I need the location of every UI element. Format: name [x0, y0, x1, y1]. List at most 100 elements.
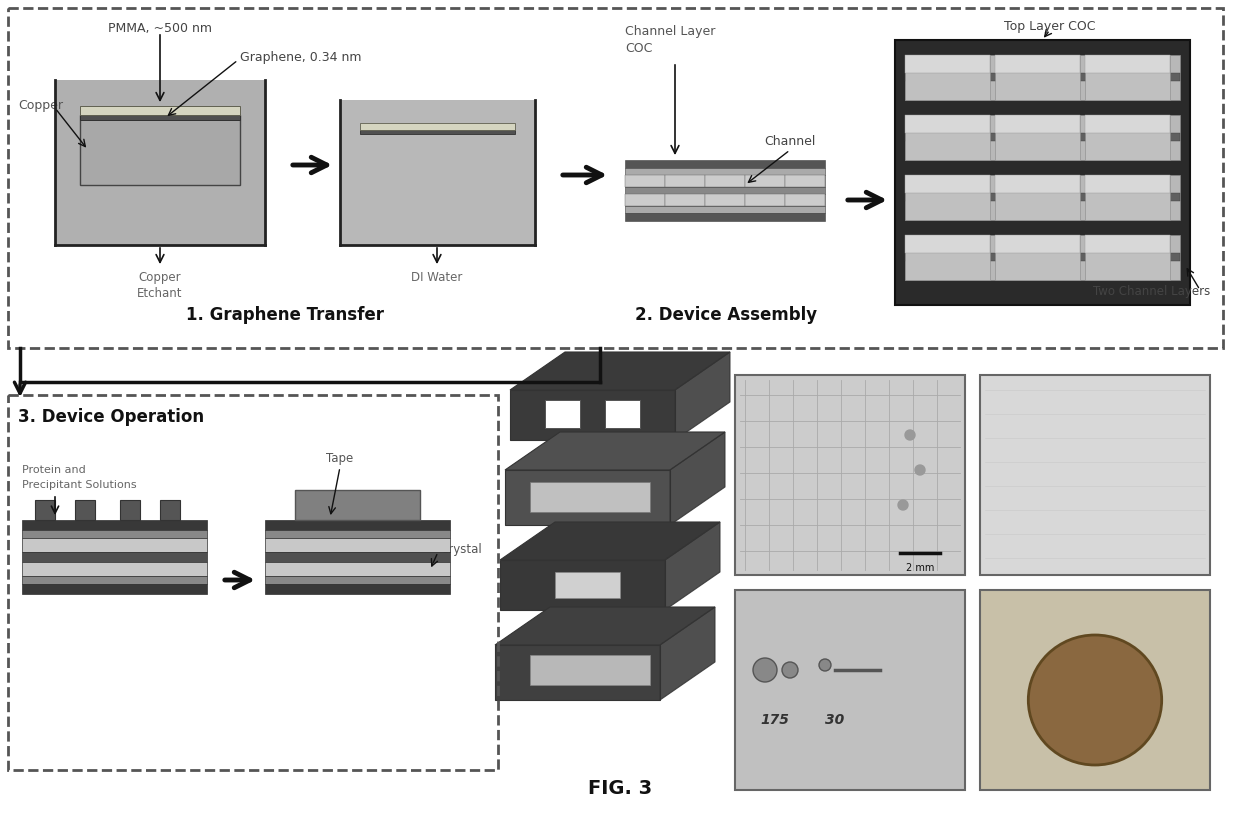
Polygon shape	[505, 470, 670, 525]
Bar	[785, 175, 825, 187]
Bar	[265, 520, 450, 530]
Bar	[81, 106, 241, 115]
Bar	[745, 194, 785, 206]
Bar	[905, 235, 990, 280]
Bar	[55, 80, 265, 245]
Bar	[735, 590, 965, 790]
Bar	[74, 500, 95, 520]
Bar	[994, 175, 1080, 193]
Bar	[905, 235, 1180, 280]
Bar	[1085, 55, 1171, 73]
Bar	[22, 584, 207, 594]
Polygon shape	[495, 607, 715, 645]
Bar	[625, 206, 825, 213]
Bar	[1085, 115, 1171, 133]
Polygon shape	[675, 352, 730, 440]
Bar	[360, 123, 515, 130]
Bar	[980, 375, 1210, 575]
Bar	[625, 168, 825, 175]
Bar	[625, 213, 825, 221]
Bar	[1085, 175, 1171, 220]
Bar	[22, 562, 207, 576]
Bar	[265, 584, 450, 594]
Polygon shape	[510, 352, 730, 390]
Bar	[265, 576, 450, 584]
Text: Two Channel Layers: Two Channel Layers	[1092, 285, 1210, 298]
Bar	[905, 175, 990, 220]
Polygon shape	[505, 432, 725, 470]
Bar	[994, 235, 1080, 253]
Bar	[994, 175, 1080, 220]
Bar	[625, 160, 825, 168]
Bar	[905, 115, 1180, 160]
Bar	[81, 115, 241, 120]
Text: 2 mm: 2 mm	[905, 563, 934, 573]
Text: FIG. 3: FIG. 3	[588, 779, 652, 798]
Text: Graphene, 0.34 nm: Graphene, 0.34 nm	[241, 52, 362, 65]
Bar	[7, 395, 498, 770]
Polygon shape	[500, 560, 665, 610]
Bar	[22, 538, 207, 552]
Bar	[994, 55, 1080, 73]
Bar	[905, 175, 1180, 220]
Bar	[905, 55, 1180, 100]
Text: Etchant: Etchant	[138, 287, 182, 300]
Text: DI Water: DI Water	[412, 271, 463, 284]
Text: Copper: Copper	[139, 271, 181, 284]
Bar	[22, 552, 207, 562]
Bar	[81, 115, 241, 185]
Polygon shape	[500, 522, 720, 560]
Text: Tape: Tape	[326, 452, 353, 465]
Bar	[22, 520, 207, 530]
Bar	[1085, 235, 1171, 253]
Bar	[905, 175, 990, 193]
Bar	[745, 175, 785, 187]
Bar	[22, 576, 207, 584]
Bar	[265, 538, 450, 552]
Text: Crystal: Crystal	[440, 544, 482, 556]
Bar	[905, 253, 1180, 261]
Bar	[905, 55, 990, 100]
Bar	[265, 530, 450, 538]
Bar	[625, 175, 825, 187]
Bar	[625, 194, 825, 206]
Polygon shape	[665, 522, 720, 610]
Bar	[35, 500, 55, 520]
Bar	[905, 73, 1180, 81]
Bar	[785, 194, 825, 206]
Circle shape	[782, 662, 799, 678]
Text: 30: 30	[825, 713, 844, 727]
Polygon shape	[495, 645, 660, 700]
Bar	[994, 55, 1080, 100]
Bar	[980, 590, 1210, 790]
Bar	[905, 193, 1180, 201]
Text: 3. Device Operation: 3. Device Operation	[19, 408, 205, 426]
Bar	[625, 187, 825, 194]
Bar	[546, 400, 580, 428]
Text: Copper: Copper	[19, 98, 63, 111]
Circle shape	[905, 430, 915, 440]
Bar	[605, 400, 640, 428]
Ellipse shape	[1028, 635, 1162, 765]
Bar	[905, 115, 990, 133]
Text: 175: 175	[760, 713, 789, 727]
Bar	[360, 130, 515, 134]
Bar	[265, 562, 450, 576]
Bar	[994, 115, 1080, 160]
Polygon shape	[670, 432, 725, 525]
Bar	[665, 175, 706, 187]
Text: COC: COC	[625, 42, 652, 55]
Text: Channel: Channel	[764, 135, 816, 148]
Bar	[994, 235, 1080, 280]
Bar	[1085, 175, 1171, 193]
Bar	[735, 375, 965, 575]
Bar	[295, 490, 420, 520]
Bar	[665, 194, 706, 206]
Bar	[994, 115, 1080, 133]
Bar	[265, 552, 450, 562]
Bar	[160, 500, 180, 520]
Text: 2. Device Assembly: 2. Device Assembly	[635, 306, 817, 324]
Bar	[120, 500, 140, 520]
Circle shape	[818, 659, 831, 671]
Bar	[529, 655, 650, 685]
